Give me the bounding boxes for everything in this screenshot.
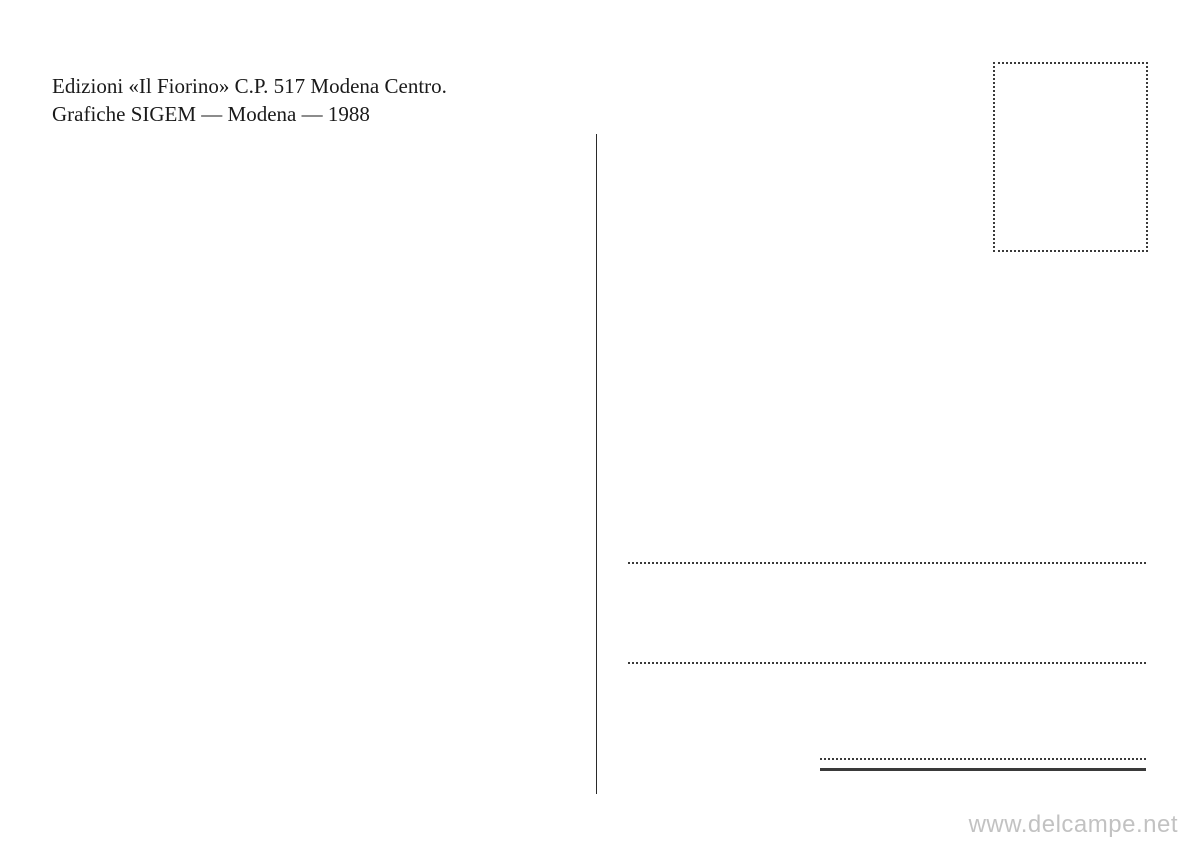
center-divider — [596, 134, 597, 794]
publisher-line-1: Edizioni «Il Fiorino» C.P. 517 Modena Ce… — [52, 72, 447, 100]
address-line-2 — [628, 662, 1146, 664]
postcard-back: Edizioni «Il Fiorino» C.P. 517 Modena Ce… — [0, 0, 1192, 861]
address-line-1 — [628, 562, 1146, 564]
publisher-line-2: Grafiche SIGEM — Modena — 1988 — [52, 100, 447, 128]
publisher-info: Edizioni «Il Fiorino» C.P. 517 Modena Ce… — [52, 72, 447, 129]
address-line-3 — [820, 758, 1146, 760]
stamp-placeholder — [993, 62, 1148, 252]
address-underline — [820, 768, 1146, 771]
watermark-text: www.delcampe.net — [969, 811, 1178, 839]
